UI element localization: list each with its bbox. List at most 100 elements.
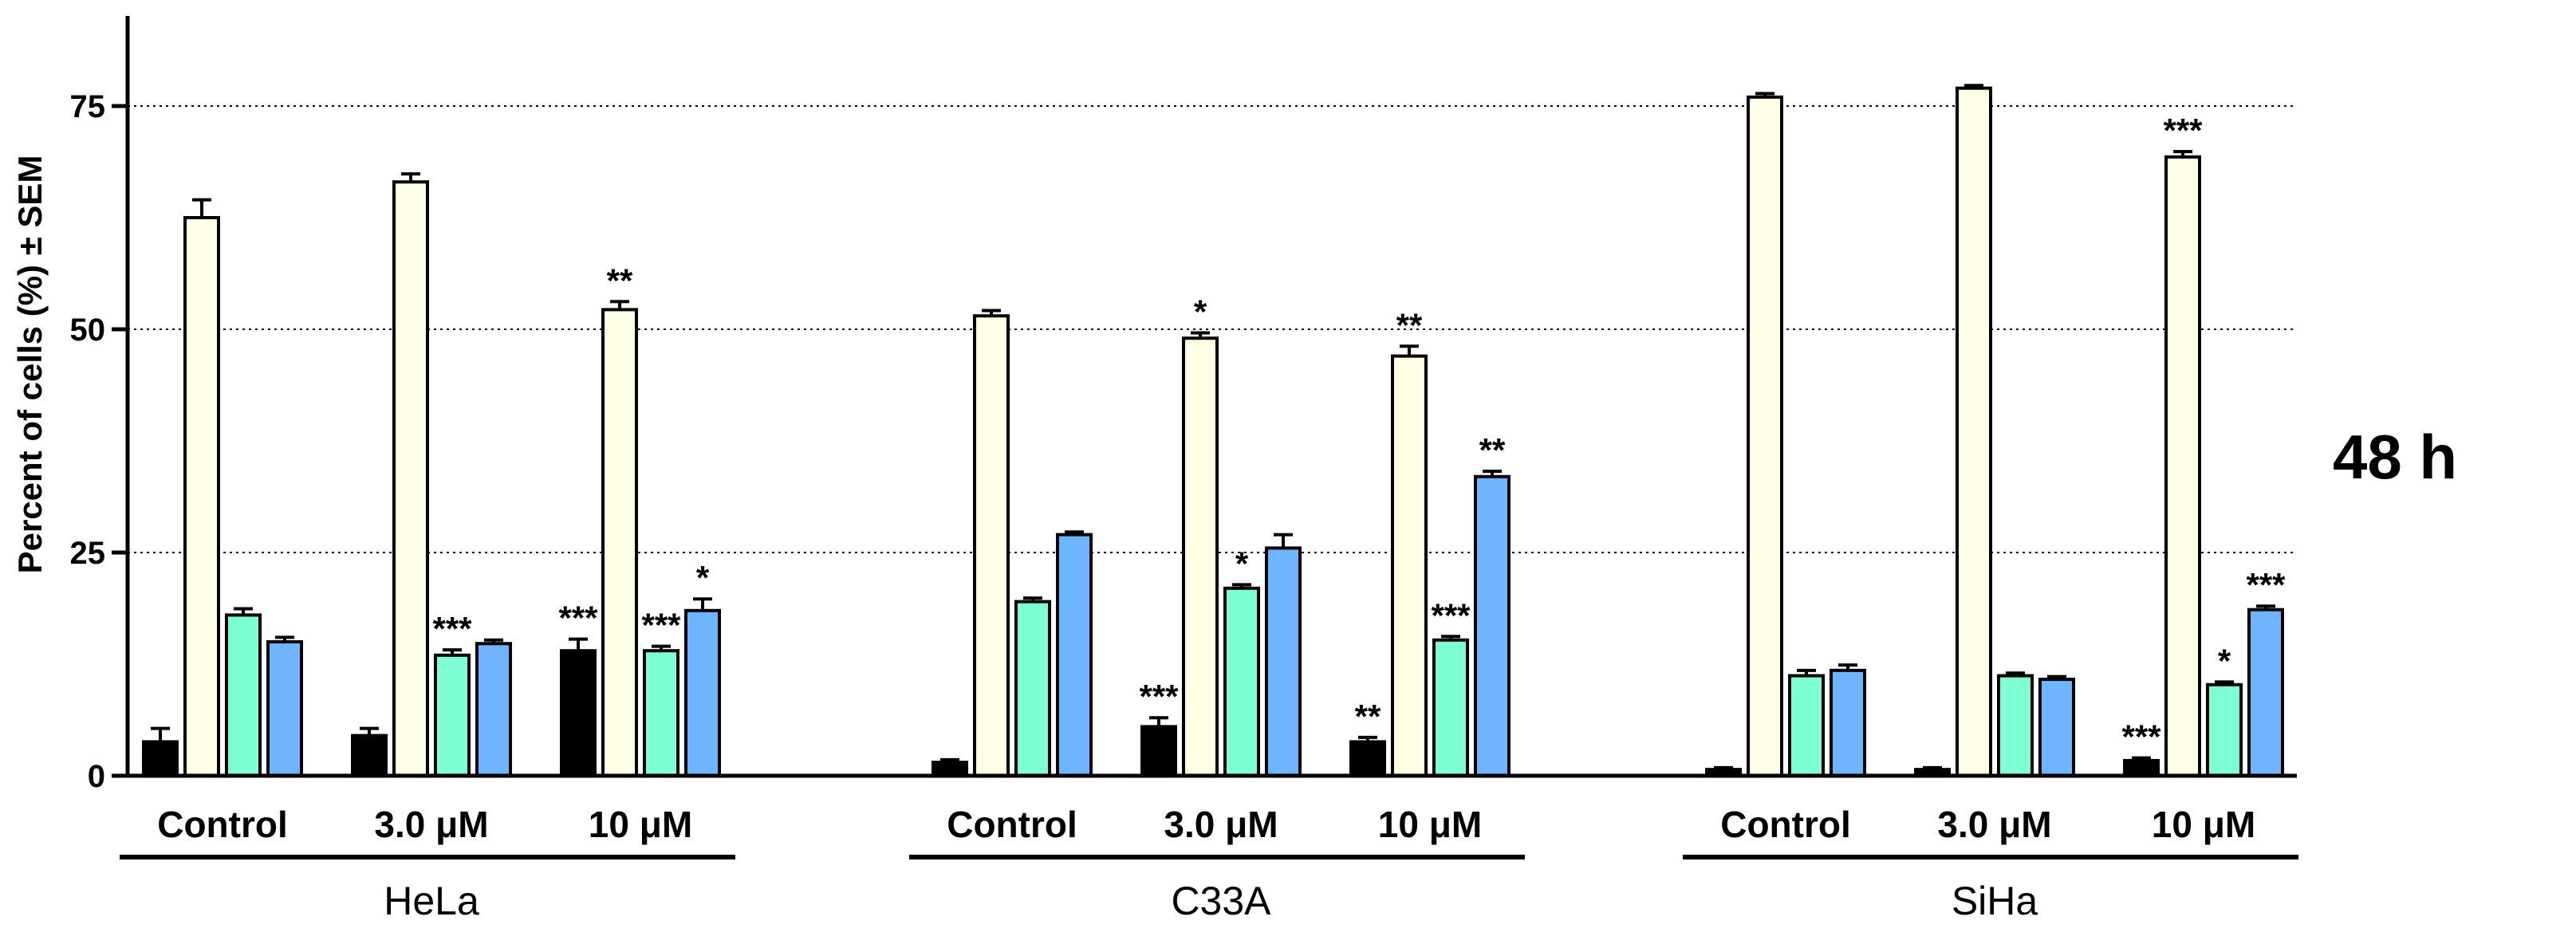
error-bar-c33a-2-s4: [1274, 533, 1293, 549]
y-tick-label-50: 50: [70, 313, 106, 348]
y-tick-label-0: 0: [88, 759, 105, 794]
error-bar-siha-2-s3: [2006, 671, 2025, 676]
significance-marker: *: [1235, 545, 1249, 582]
bar-hela-3-s4: [684, 608, 721, 777]
bar-siha-2-s4: [2038, 678, 2075, 777]
bars: *** *********************************: [142, 84, 2286, 778]
condition-label: 10 μM: [589, 804, 692, 845]
bar-hela-2-s1: [351, 734, 388, 777]
error-bar-c33a-3-s2: [1400, 344, 1419, 356]
significance-marker: *: [696, 559, 710, 596]
error-bar-hela-2-s4: [484, 638, 503, 644]
bar-siha-1-s4: [1830, 668, 1866, 778]
bar-hela-3-s1: [560, 649, 597, 778]
x-axis-labels: Control 3.0 μM 10 μM HeLa Control 3.0 μM 10 μM…: [120, 804, 2298, 923]
bar-hela-1-s1: [142, 740, 179, 778]
y-tick-label-25: 25: [70, 536, 106, 571]
condition-label: Control: [1720, 804, 1851, 845]
significance-marker: ***: [558, 600, 598, 637]
bar-c33a-3-s4: [1474, 474, 1511, 777]
error-bar-c33a-2-s1: [1149, 716, 1168, 727]
error-bar-siha-3-s4: [2256, 604, 2275, 610]
bar-hela-1-s3: [225, 613, 262, 778]
error-bar-siha-2-s2: [1964, 84, 1983, 88]
bar-c33a-1-s1: [932, 761, 968, 778]
bar-c33a-3-s1: [1349, 740, 1386, 778]
bar-c33a-1-s3: [1014, 600, 1051, 777]
significance-marker: ***: [2246, 566, 2286, 604]
error-bar-c33a-2-s3: [1232, 583, 1251, 588]
significance-marker: ***: [1431, 596, 1471, 634]
bar-hela-3-s2: [601, 308, 638, 777]
bar-siha-3-s4: [2247, 608, 2284, 777]
bar-hela-2-s4: [475, 642, 512, 777]
group-label-c33a: C33A: [1171, 879, 1271, 923]
significance-marker: ***: [2121, 718, 2161, 756]
bar-siha-3-s1: [2123, 758, 2160, 778]
condition-label: 3.0 μM: [1164, 804, 1278, 845]
error-bar-siha-1-s4: [1838, 663, 1857, 671]
significance-marker: ***: [641, 607, 681, 644]
condition-label: 3.0 μM: [374, 804, 488, 845]
error-bar-hela-1-s2: [192, 198, 211, 218]
bar-c33a-1-s2: [973, 314, 1010, 777]
error-bar-c33a-2-s2: [1191, 331, 1210, 339]
significance-marker: ***: [1139, 678, 1179, 715]
error-bar-hela-3-s4: [693, 597, 712, 611]
error-bar-siha-2-s1: [1923, 765, 1942, 770]
condition-label: Control: [947, 804, 1077, 845]
significance-marker: **: [1396, 306, 1423, 344]
significance-marker: **: [1479, 431, 1506, 469]
error-bar-hela-2-s3: [443, 648, 462, 655]
error-bar-siha-1-s3: [1797, 668, 1816, 676]
bar-siha-1-s2: [1747, 95, 1783, 778]
condition-label: 3.0 μM: [1937, 804, 2051, 845]
bar-siha-2-s2: [1956, 86, 1992, 778]
bar-c33a-2-s2: [1182, 336, 1219, 777]
bar-hela-2-s2: [392, 180, 429, 777]
error-bar-hela-3-s2: [610, 300, 629, 310]
error-bar-c33a-1-s1: [940, 757, 959, 763]
error-bar-c33a-3-s4: [1483, 470, 1502, 477]
condition-label: Control: [157, 804, 288, 845]
error-bar-hela-1-s4: [275, 635, 294, 642]
error-bar-c33a-3-s3: [1441, 635, 1460, 640]
bar-siha-1-s3: [1788, 674, 1825, 777]
error-bar-hela-1-s3: [234, 607, 253, 616]
significance-marker: **: [607, 262, 633, 299]
significance-marker: ***: [2163, 112, 2203, 149]
error-bar-siha-3-s1: [2132, 756, 2151, 761]
significance-marker: *: [2218, 642, 2231, 679]
axes: 0 25 50 75: [70, 16, 2297, 794]
bar-c33a-2-s3: [1223, 586, 1260, 777]
error-bar-hela-3-s1: [569, 637, 588, 651]
bar-c33a-1-s4: [1056, 533, 1093, 777]
error-bar-c33a-3-s1: [1358, 735, 1377, 742]
bar-hela-3-s3: [643, 649, 679, 778]
significance-marker: *: [1194, 293, 1207, 330]
bar-c33a-2-s1: [1140, 725, 1177, 778]
error-bar-siha-2-s4: [2047, 675, 2066, 680]
condition-label: 10 μM: [2152, 804, 2255, 845]
bar-hela-1-s2: [183, 216, 220, 777]
error-bar-hela-3-s3: [652, 644, 671, 651]
error-bar-siha-1-s1: [1714, 765, 1733, 770]
error-bar-siha-1-s2: [1755, 92, 1774, 97]
error-bar-siha-3-s2: [2173, 150, 2192, 157]
bar-c33a-2-s4: [1265, 546, 1302, 778]
error-bar-hela-2-s2: [401, 172, 420, 183]
group-label-siha: SiHa: [1952, 879, 2038, 923]
significance-marker: **: [1355, 698, 1381, 735]
error-bar-c33a-1-s2: [982, 309, 1001, 317]
significance-marker: ***: [432, 610, 472, 647]
bar-hela-2-s3: [434, 653, 471, 777]
timepoint-label: 48 h: [2333, 422, 2457, 492]
bar-hela-1-s4: [266, 640, 303, 777]
y-tick-label-75: 75: [70, 89, 106, 124]
bar-siha-3-s3: [2206, 682, 2243, 778]
bar-c33a-3-s3: [1432, 638, 1469, 778]
bar-c33a-3-s2: [1391, 354, 1428, 778]
error-bar-c33a-1-s4: [1065, 530, 1084, 535]
condition-label: 10 μM: [1378, 804, 1482, 845]
